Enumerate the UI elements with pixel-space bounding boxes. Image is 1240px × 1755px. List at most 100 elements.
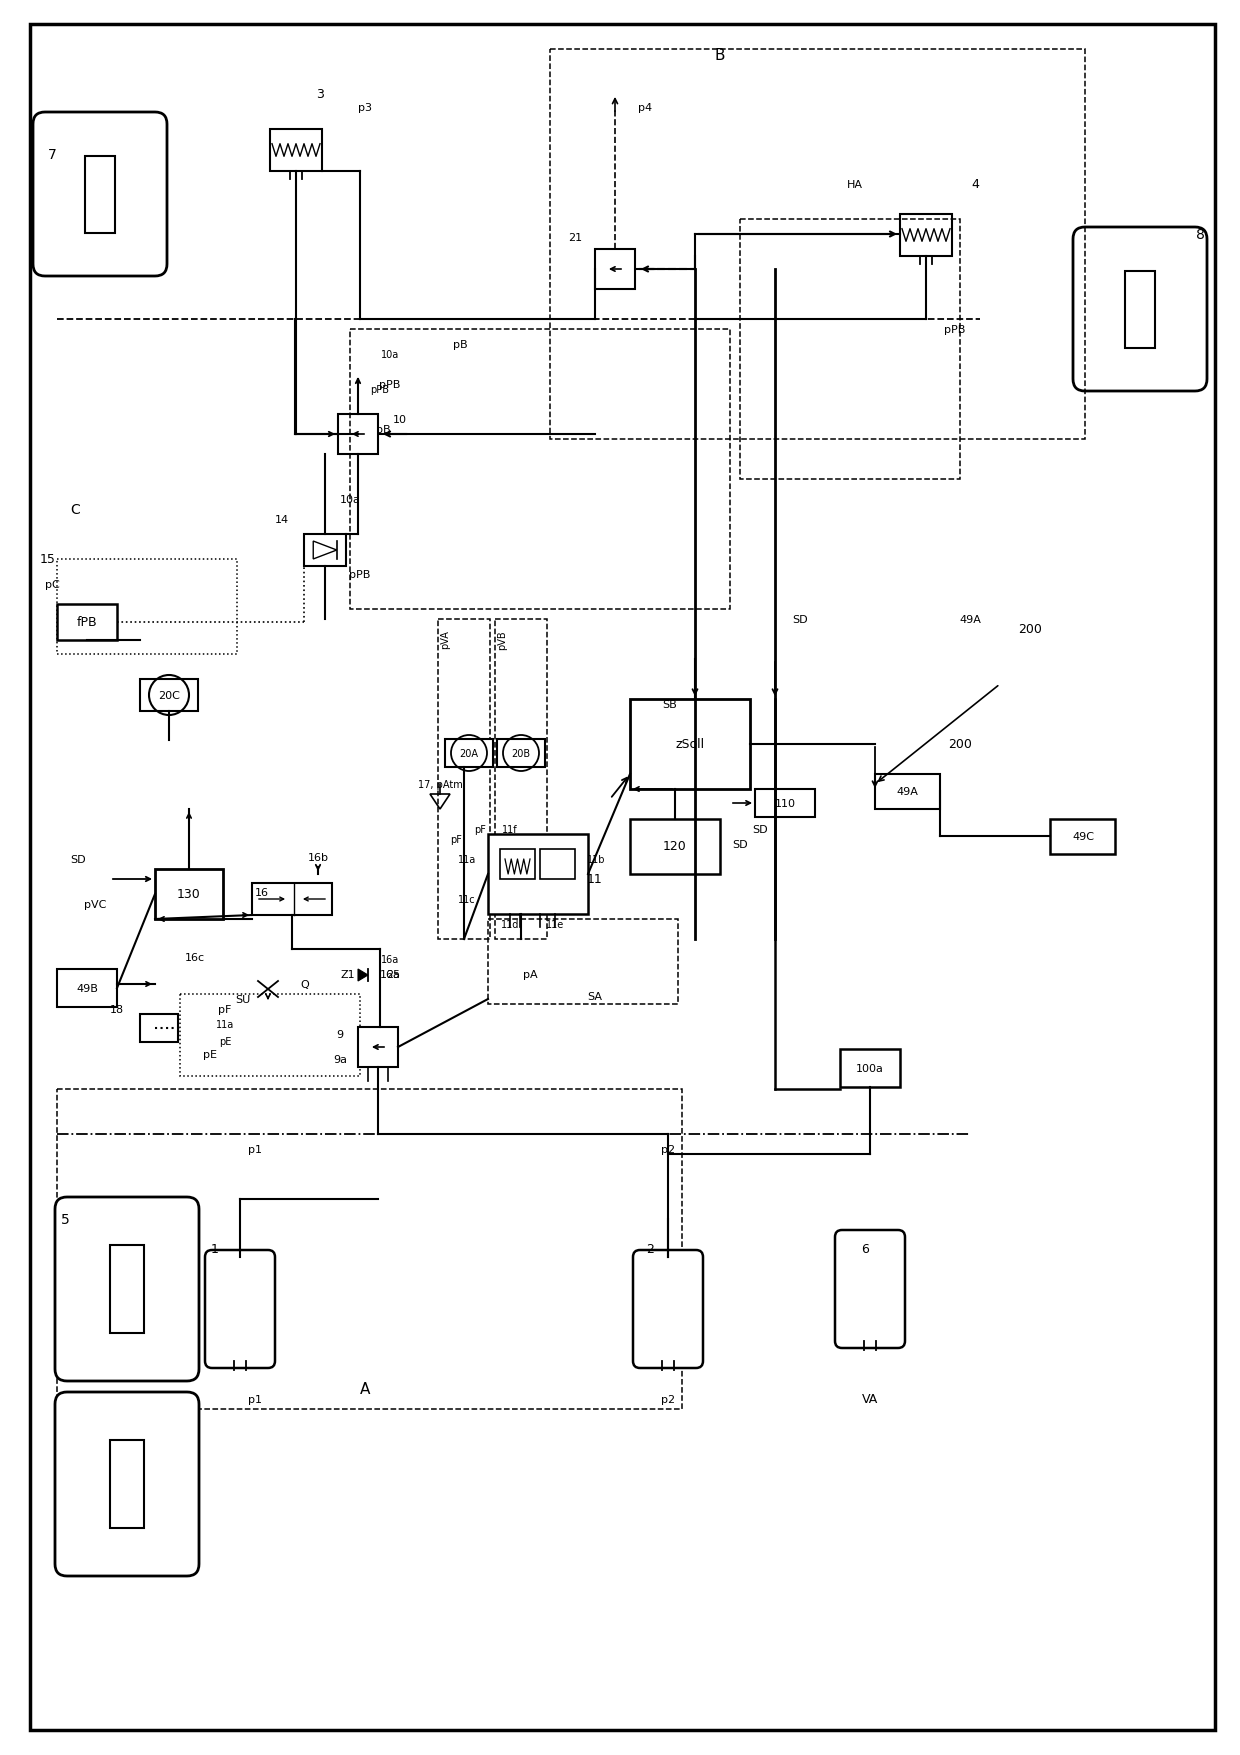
Bar [551,49,1085,441]
FancyBboxPatch shape [33,112,167,277]
Bar [155,869,223,920]
Text: VA: VA [862,1393,878,1406]
Bar [500,849,534,879]
Text: SD: SD [753,825,768,835]
Text: 20B: 20B [511,749,531,758]
Text: p1: p1 [248,1144,262,1155]
Bar [84,156,115,233]
Text: Z1: Z1 [341,969,356,979]
Bar [1125,272,1156,347]
Bar [630,700,750,790]
Text: HA: HA [847,181,863,190]
Bar [57,969,117,1007]
Text: 20C: 20C [157,691,180,700]
Text: pPB: pPB [350,570,371,579]
Text: pVC: pVC [84,900,107,909]
Bar [445,739,494,767]
Text: pB: pB [376,425,391,435]
Bar [595,249,635,290]
Polygon shape [358,969,368,981]
Text: 16: 16 [255,888,269,897]
Text: 100a: 100a [856,1064,884,1074]
Bar [358,1027,398,1067]
Text: pVA: pVA [440,630,450,649]
Text: pPB: pPB [371,384,389,395]
Bar [539,849,575,879]
Text: 25: 25 [386,969,401,979]
Bar [755,790,815,818]
Text: 49C: 49C [1073,832,1094,841]
Text: SB: SB [662,700,677,709]
Text: 11d: 11d [501,920,520,930]
Text: pF: pF [218,1004,232,1014]
Text: 14: 14 [275,514,289,525]
Text: p4: p4 [637,104,652,112]
Text: SD: SD [732,839,748,849]
Text: pC: pC [45,579,60,590]
Bar [57,560,237,655]
FancyBboxPatch shape [205,1250,275,1369]
Bar [304,535,346,567]
Bar [438,620,490,939]
Text: A: A [360,1381,371,1397]
Text: B: B [714,47,725,63]
Bar [140,1014,179,1042]
Text: pB: pB [453,340,467,349]
Text: 10a: 10a [340,495,361,505]
Text: 7: 7 [47,147,56,161]
Bar [140,679,198,711]
Text: pE: pE [218,1037,231,1046]
Bar [57,1090,682,1409]
Bar [57,605,117,641]
Text: 16c: 16c [185,953,205,962]
FancyBboxPatch shape [1073,228,1207,391]
Bar [110,1246,144,1334]
Text: SU: SU [236,995,250,1004]
Text: 16a: 16a [381,955,399,965]
Bar [740,219,960,479]
Text: 4: 4 [971,179,978,191]
FancyBboxPatch shape [632,1250,703,1369]
Text: 5: 5 [61,1213,69,1227]
Bar [489,835,588,914]
Text: 3: 3 [316,88,324,102]
Bar [489,920,678,1004]
Text: 9: 9 [336,1030,343,1039]
Text: Q: Q [300,979,309,990]
Text: 1: 1 [211,1243,219,1257]
Text: 49A: 49A [897,786,918,797]
Text: 11a: 11a [216,1020,234,1030]
Bar [630,820,720,874]
Bar [875,774,940,809]
Text: SD: SD [792,614,807,625]
Text: zSoll: zSoll [676,739,704,751]
Text: pA: pA [523,969,537,979]
Text: 20A: 20A [460,749,479,758]
Text: 11a: 11a [458,855,476,865]
Text: SA: SA [588,992,603,1002]
Text: fPB: fPB [77,616,97,628]
Bar [495,620,547,939]
Text: pF: pF [474,825,486,835]
Text: pPB: pPB [945,325,966,335]
Text: 15: 15 [40,553,56,567]
Bar [900,214,952,256]
FancyBboxPatch shape [835,1230,905,1348]
Text: p2: p2 [661,1393,675,1404]
Text: 10a: 10a [381,349,399,360]
Text: 18: 18 [110,1004,124,1014]
Text: 11c: 11c [459,895,476,904]
Text: 120: 120 [663,841,687,853]
Bar [110,1441,144,1529]
Text: 16b: 16b [308,853,329,862]
Bar [180,995,360,1076]
Text: 17, pAtm: 17, pAtm [418,779,463,790]
Text: SD: SD [71,855,86,865]
Bar [350,330,730,609]
Text: 16a: 16a [379,969,401,979]
Text: 49A: 49A [959,614,981,625]
Text: 2: 2 [646,1243,653,1257]
Bar [339,414,378,455]
Text: 200: 200 [949,739,972,751]
Text: C: C [71,502,79,516]
